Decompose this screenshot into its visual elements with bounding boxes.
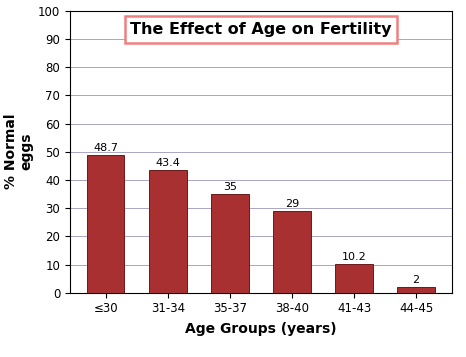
Text: 29: 29 xyxy=(285,199,299,209)
Bar xyxy=(397,287,435,293)
Text: 48.7: 48.7 xyxy=(93,143,118,153)
Bar xyxy=(149,170,186,293)
Text: The Effect of Age on Fertility: The Effect of Age on Fertility xyxy=(130,22,392,37)
Text: 43.4: 43.4 xyxy=(156,158,180,168)
Y-axis label: % Normal
eggs: % Normal eggs xyxy=(4,114,34,190)
Text: 10.2: 10.2 xyxy=(342,252,366,262)
Bar xyxy=(336,264,373,293)
X-axis label: Age Groups (years): Age Groups (years) xyxy=(185,322,337,336)
Text: 35: 35 xyxy=(223,182,237,192)
Bar xyxy=(212,194,248,293)
Bar xyxy=(274,211,310,293)
Bar xyxy=(87,155,124,293)
Text: 2: 2 xyxy=(412,275,419,285)
